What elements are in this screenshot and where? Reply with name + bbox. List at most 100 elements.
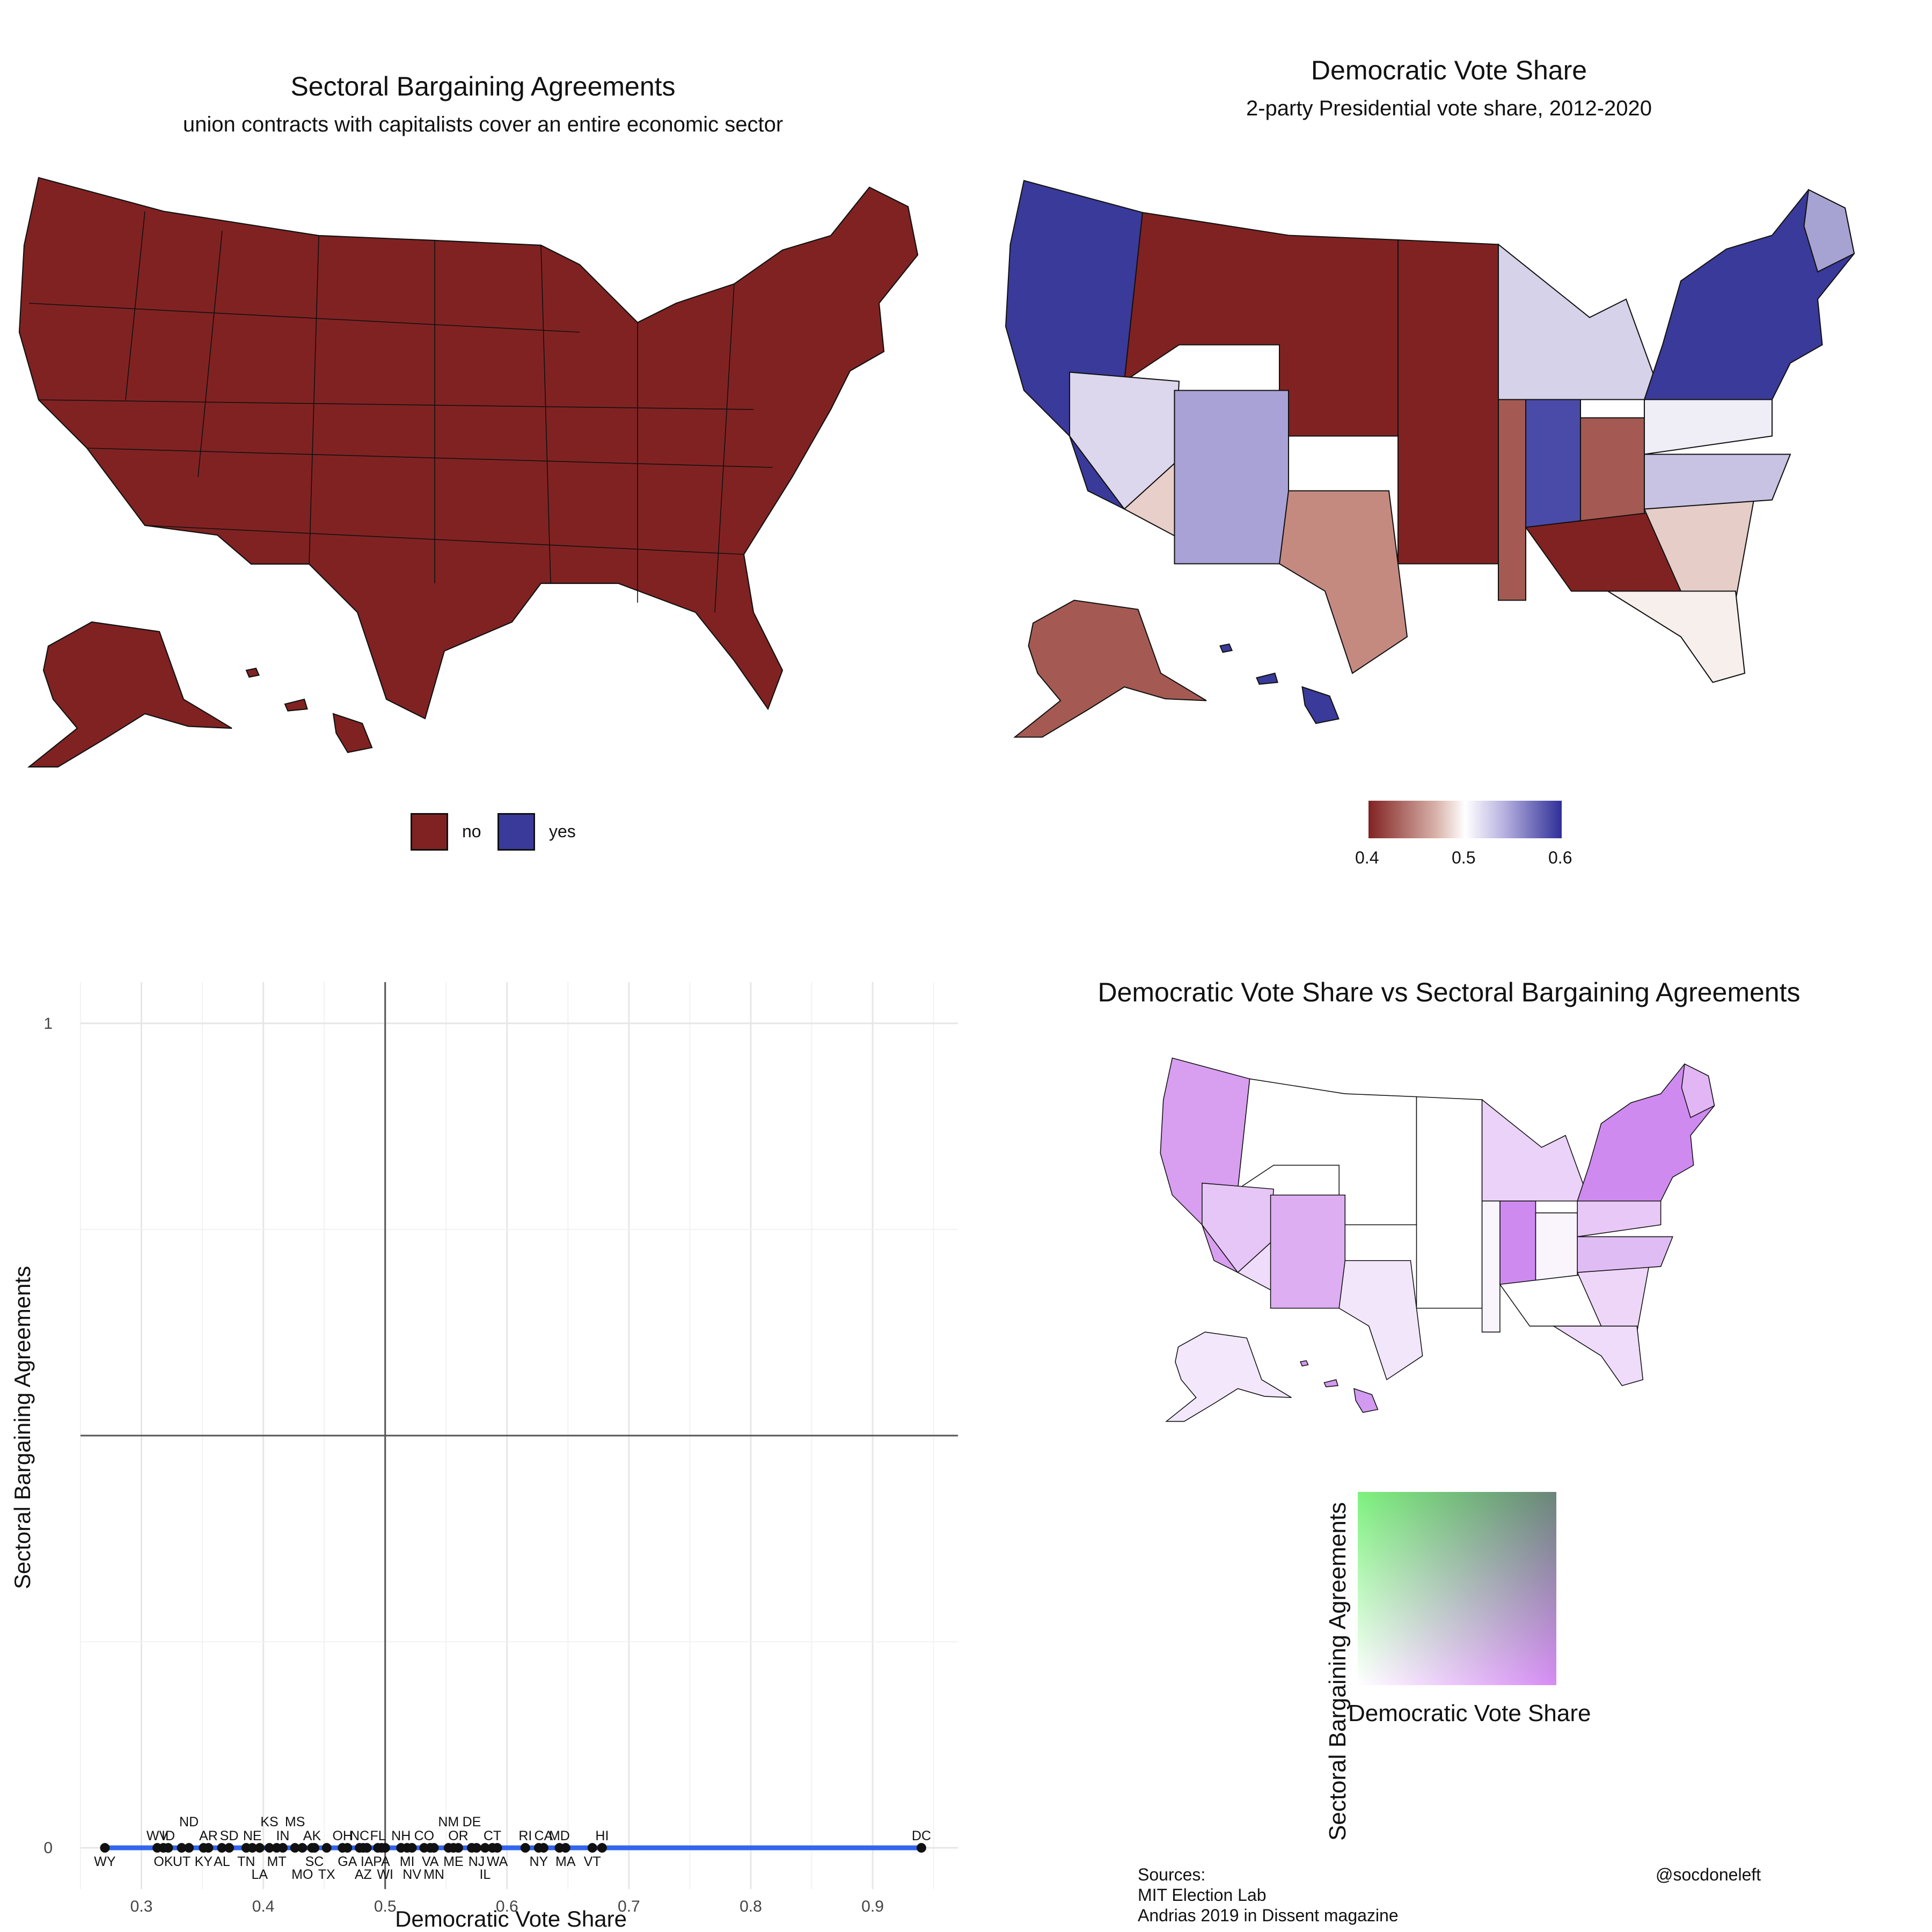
point-label: NY	[529, 1854, 548, 1869]
scatter-point	[254, 1843, 265, 1853]
credits-handle: @socdoneleft	[1656, 1865, 1761, 1884]
scatter-point	[520, 1843, 530, 1853]
scatter-point	[429, 1843, 439, 1853]
legend-label-yes: yes	[549, 822, 576, 841]
scatter-point	[247, 1843, 258, 1853]
point-label: NH	[391, 1828, 411, 1843]
map-2-colorado-nm	[1174, 390, 1290, 565]
scatter-point	[407, 1843, 417, 1853]
legend-tick-04: 0.4	[1355, 848, 1379, 867]
scatter-point	[380, 1843, 390, 1853]
point-label: HI	[595, 1828, 609, 1843]
bivariate-legend-y-label: Sectoral Bargaining Agreements	[1324, 1502, 1351, 1841]
map-2-midwest	[1497, 243, 1664, 400]
map-1-legend: no yes	[411, 813, 576, 856]
scatter-tick-labels: 0.3 0.4 0.5 0.6 0.7 0.8 0.9 0 1	[43, 1015, 884, 1915]
scatter-point	[916, 1843, 926, 1853]
point-label: RI	[518, 1828, 532, 1843]
point-label: PA	[373, 1854, 390, 1869]
map-2-virginia	[1643, 453, 1791, 510]
point-label: IN	[276, 1828, 289, 1843]
point-label: LA	[252, 1867, 268, 1882]
point-label: NV	[402, 1867, 421, 1882]
map-2-hawaii	[1219, 643, 1340, 724]
point-label: FL	[370, 1828, 385, 1843]
point-label: MN	[423, 1867, 444, 1882]
map-2-alaska	[1013, 599, 1207, 738]
point-label: AK	[303, 1828, 321, 1843]
map-1-alaska	[27, 621, 232, 768]
x-tick-label: 0.7	[618, 1898, 640, 1915]
map-2-maine	[1803, 188, 1855, 273]
x-tick-label: 0.9	[861, 1898, 884, 1915]
map-1-hawaii	[245, 668, 373, 753]
point-label: AL	[214, 1854, 230, 1869]
scatter-point	[203, 1843, 214, 1853]
scatter-point	[100, 1843, 110, 1853]
map-4-florida	[1552, 1326, 1644, 1386]
map-2-florida	[1606, 590, 1746, 683]
point-label: AR	[199, 1828, 218, 1843]
map-4-midwest	[1481, 1099, 1590, 1202]
point-label: AZ	[355, 1867, 372, 1882]
map-2-northeast	[1643, 189, 1855, 400]
point-label: KY	[195, 1854, 213, 1869]
legend-tick-06: 0.6	[1548, 848, 1572, 867]
map-1-title: Sectoral Bargaining Agreements	[290, 71, 676, 101]
map-4-texas	[1338, 1260, 1423, 1381]
point-label: MI	[400, 1854, 415, 1869]
point-label: ID	[162, 1828, 175, 1843]
y-axis-title: Sectoral Bargaining Agreements	[10, 1266, 35, 1589]
point-label: OK	[153, 1854, 173, 1869]
x-tick-label: 0.3	[130, 1898, 153, 1915]
point-label: DC	[912, 1828, 931, 1843]
point-label: MA	[555, 1854, 576, 1869]
map-2-texas	[1278, 490, 1408, 675]
point-label: CT	[484, 1828, 501, 1843]
scatter-point	[560, 1843, 570, 1853]
map-4-title: Democratic Vote Share vs Sectoral Bargai…	[1097, 977, 1801, 1007]
bivariate-legend-overlay	[1358, 1492, 1556, 1685]
credits-sources-heading: Sources:	[1138, 1865, 1206, 1884]
scatter-point	[597, 1843, 607, 1853]
point-label: ME	[443, 1854, 464, 1869]
point-label: IL	[479, 1867, 491, 1882]
scatter-point	[277, 1843, 288, 1853]
x-tick-label: 0.8	[740, 1898, 762, 1915]
map-4-colorado-nm	[1270, 1194, 1346, 1309]
point-label: ND	[179, 1814, 199, 1829]
scatter-point	[163, 1843, 173, 1853]
credits-sources: Sources: MIT Election Lab Andrias 2019 i…	[1138, 1864, 1399, 1926]
credits-source-1: MIT Election Lab	[1138, 1885, 1267, 1905]
point-label: WA	[487, 1854, 508, 1869]
map-1-subtitle: union contracts with capitalists cover a…	[182, 113, 784, 136]
map-4-plains	[1416, 1096, 1483, 1309]
point-label: GA	[338, 1854, 357, 1869]
point-label: NM	[438, 1814, 459, 1829]
map-4-illinois	[1499, 1201, 1536, 1285]
point-label: WY	[94, 1854, 116, 1869]
point-label: OH	[332, 1828, 353, 1843]
point-label: VA	[422, 1854, 439, 1869]
map-4-alaska	[1165, 1331, 1292, 1422]
scatter-point	[310, 1843, 319, 1853]
x-tick-label: 0.6	[496, 1898, 518, 1915]
legend-colorbar	[1368, 801, 1562, 838]
map-4-virginia	[1577, 1236, 1673, 1273]
scatter-point	[184, 1843, 194, 1853]
scatter-point	[472, 1843, 482, 1853]
point-label: WV	[147, 1828, 169, 1843]
legend-label-no: no	[462, 822, 481, 841]
point-label: CA	[535, 1828, 553, 1843]
legend-tick-05: 0.5	[1452, 848, 1476, 867]
scatter-point	[342, 1843, 353, 1853]
scatter-point	[290, 1843, 300, 1853]
map-2-title: Democratic Vote Share	[1311, 55, 1587, 85]
legend-swatch-no	[411, 813, 448, 851]
scatter-point	[480, 1843, 490, 1853]
point-label: NC	[350, 1828, 369, 1843]
map-4-hawaii	[1299, 1360, 1379, 1413]
x-axis-title: Democratic Vote Share	[395, 1906, 627, 1931]
